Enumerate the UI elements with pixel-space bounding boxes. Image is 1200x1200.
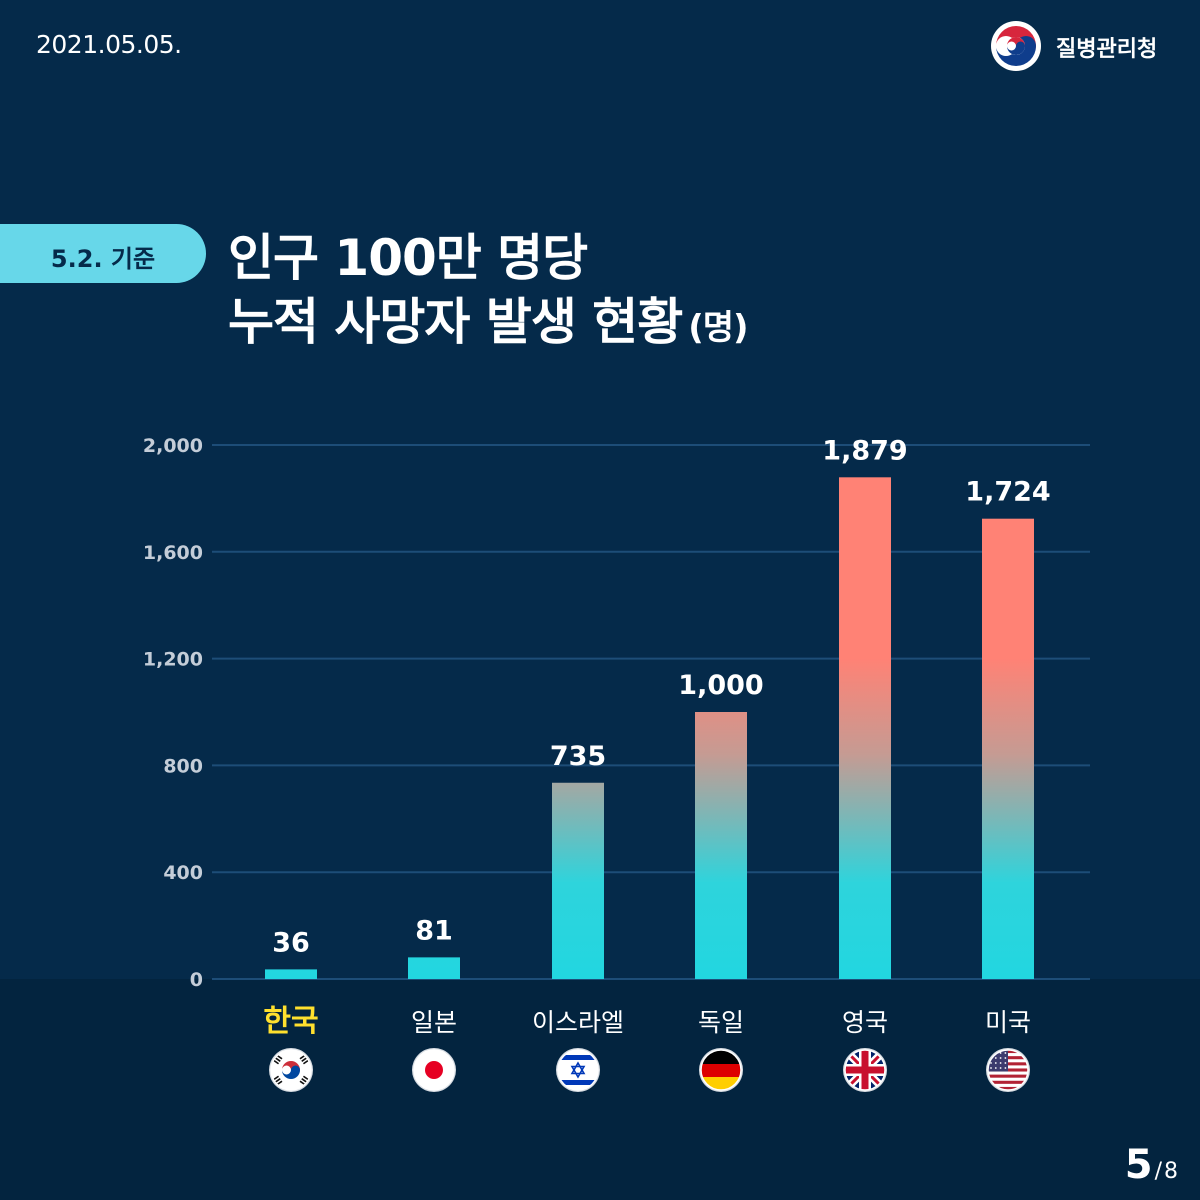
y-tick-label: 1,200	[143, 649, 203, 671]
title-unit: (명)	[688, 308, 748, 348]
value-label: 1,000	[678, 670, 763, 701]
category-label: 영국	[842, 1008, 888, 1037]
bar	[695, 712, 747, 979]
category-labels: 한국 일본 이스라엘 독일 영국 미국	[263, 1004, 1031, 1039]
category-label: 독일	[698, 1008, 744, 1037]
bar	[839, 477, 891, 979]
title-line-1: 인구 100만 명당	[228, 229, 588, 287]
y-tick-label: 400	[163, 862, 203, 884]
title-line-2: 누적 사망자 발생 현황	[228, 293, 683, 351]
org-name: 질병관리청	[1056, 37, 1158, 62]
value-label: 1,724	[965, 477, 1050, 508]
israel-flag-icon	[556, 1048, 600, 1092]
bars	[265, 477, 1034, 979]
org-logo: 질병관리청	[990, 16, 1180, 76]
y-tick-label: 0	[190, 969, 203, 991]
category-label: 한국	[263, 1004, 318, 1039]
taegeuk-emblem-icon	[991, 21, 1041, 71]
korea-flag-icon	[269, 1048, 313, 1092]
category-label: 미국	[985, 1008, 1031, 1037]
category-label: 이스라엘	[532, 1008, 624, 1037]
value-label: 735	[550, 741, 606, 772]
usa-flag-icon	[986, 1048, 1030, 1092]
bar	[265, 969, 317, 979]
bar	[408, 957, 460, 979]
y-tick-label: 2,000	[143, 435, 203, 457]
y-axis-ticks: 0 400 800 1,200 1,600 2,000	[143, 435, 203, 991]
page-title: 인구 100만 명당 누적 사망자 발생 현황 (명)	[228, 226, 749, 360]
country-flags	[269, 1048, 1030, 1092]
bar	[552, 782, 604, 979]
y-tick-label: 800	[163, 755, 203, 777]
page-total: 8	[1164, 1159, 1178, 1184]
value-label: 81	[415, 915, 453, 946]
reference-date-label: 5.2. 기준	[50, 245, 156, 273]
y-tick-label: 1,600	[143, 542, 203, 564]
germany-flag-icon	[699, 1048, 743, 1092]
value-label: 36	[272, 927, 310, 958]
page-separator: /	[1154, 1159, 1162, 1184]
japan-flag-icon	[412, 1048, 456, 1092]
value-labels: 36 81 735 1,000 1,879 1,724	[272, 435, 1050, 958]
grid-lines	[212, 444, 1090, 980]
category-label: 일본	[411, 1008, 457, 1037]
bar	[982, 518, 1034, 979]
reference-date-badge: 5.2. 기준	[0, 224, 206, 283]
pagination: 5/8	[1125, 1142, 1178, 1188]
value-label: 1,879	[822, 435, 907, 466]
publish-date: 2021.05.05.	[36, 30, 182, 59]
uk-flag-icon	[843, 1048, 887, 1092]
page-current: 5	[1124, 1142, 1153, 1188]
